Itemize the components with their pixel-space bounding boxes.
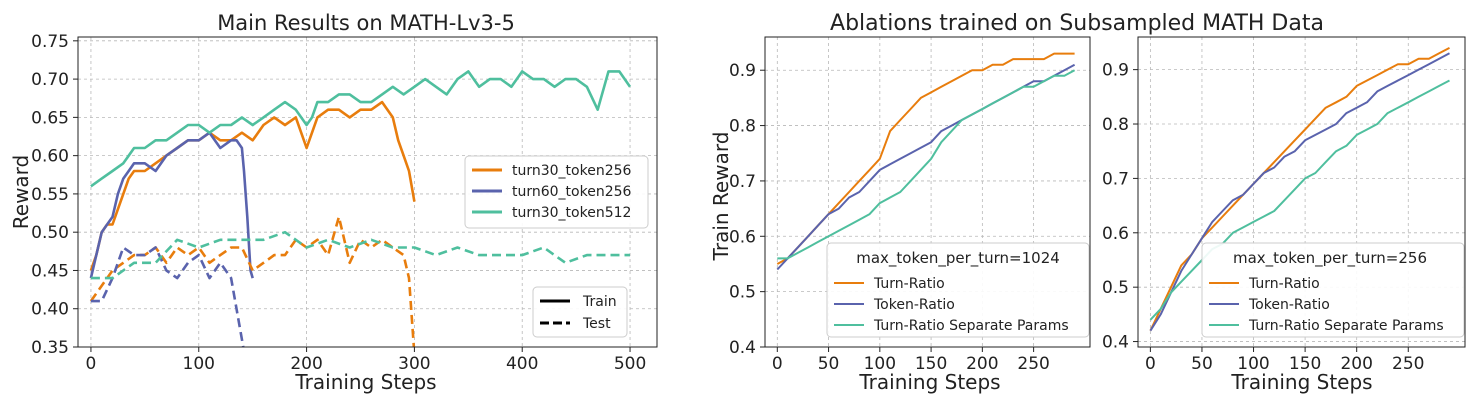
series-line-turn60_token256-test: [90, 246, 245, 347]
x-tick-label: 150: [915, 354, 947, 374]
x-tick-label: 200: [1340, 354, 1372, 374]
y-tick-label: 0.6: [1102, 224, 1129, 244]
x-tick-label: 0: [86, 354, 97, 374]
y-tick-label: 0.45: [31, 261, 69, 281]
plot-frame: [77, 36, 658, 348]
series-line-Token-Ratio: [1149, 52, 1450, 332]
legend-title: max_token_per_turn=256: [1233, 249, 1427, 268]
series-line-Turn-Ratio Separate Params: [1149, 79, 1450, 321]
series-group: [1149, 47, 1450, 332]
figure-title-right: Ablations trained on Subsampled MATH Dat…: [830, 11, 1324, 36]
y-tick-label: 0.7: [729, 172, 756, 192]
plot-area: 0 100 200 300 400 500 0.35 0.40 0.45 0.50 0.55 0.60…: [31, 32, 658, 374]
series-legend: max_token_per_turn=1024 Turn-Ratio Token…: [826, 242, 1090, 338]
plot-frame: [764, 36, 1091, 348]
legend-label-train: Train: [582, 294, 617, 310]
y-tick-label: 0.5: [729, 283, 756, 303]
x-tick-label: 50: [818, 354, 840, 374]
y-tick-label: 0.8: [729, 117, 756, 137]
series-line-Turn-Ratio: [776, 52, 1075, 265]
y-tick-label: 0.8: [1102, 115, 1129, 135]
series-line-turn30_token512-test: [90, 230, 630, 280]
legend-label: turn30_token512: [512, 205, 631, 221]
y-tick-label: 0.60: [31, 147, 69, 167]
x-axis-label: Training Steps: [1230, 370, 1372, 394]
legend-label: turn60_token256: [512, 184, 632, 200]
x-tick-label: 400: [506, 354, 538, 374]
x-tick-label: 50: [1191, 354, 1213, 374]
legend-label: Turn-Ratio Separate Params: [873, 318, 1069, 334]
legend-box: [1201, 242, 1465, 338]
legend-label: turn30_token256: [512, 163, 632, 179]
legend-label: Turn-Ratio: [873, 276, 945, 292]
y-tick-label: 0.5: [1102, 278, 1129, 298]
legend-label-test: Test: [582, 316, 611, 332]
y-tick-label: 0.9: [1102, 61, 1129, 81]
ablation-256-panel: 0 50 100 150 200 250 0.4 0.5 0.6 0.7 0.8 0.9 Traini…: [1102, 36, 1466, 394]
plot-frame: [1137, 36, 1466, 348]
x-tick-label: 0: [1145, 354, 1156, 374]
x-tick-label: 0: [772, 354, 783, 374]
y-tick-label: 0.75: [31, 32, 69, 52]
x-tick-label: 250: [1392, 354, 1424, 374]
y-tick-label: 0.65: [31, 108, 69, 128]
main-results-panel: 0 100 200 300 400 500 0.35 0.40 0.45 0.50 0.55 0.60…: [9, 11, 658, 394]
legend-label: Turn-Ratio Separate Params: [1248, 318, 1444, 334]
y-tick-label: 0.40: [31, 300, 69, 320]
series-legend: turn30_token256 turn60_token256 turn30_t…: [464, 155, 649, 229]
y-tick-label: 0.50: [31, 223, 69, 243]
series-legend: max_token_per_turn=256 Turn-Ratio Token-…: [1201, 242, 1465, 338]
series-line-turn30_token256-test: [89, 215, 416, 347]
series-group: [89, 70, 632, 347]
series-line-turn60_token256: [89, 131, 254, 279]
legend-label: Turn-Ratio: [1248, 276, 1320, 292]
x-tick-label: 100: [183, 354, 215, 374]
series-group: [776, 52, 1076, 271]
series-line-Turn-Ratio Separate Params: [777, 69, 1076, 260]
y-tick-label: 0.4: [729, 338, 756, 358]
ablation-1024-panel: 0 50 100 150 200 250 0.4 0.5 0.6 0.7 0.8 0.9 Train …: [709, 36, 1091, 394]
x-tick-label: 150: [1289, 354, 1321, 374]
y-tick-label: 0.55: [31, 185, 69, 205]
y-axis-label: Reward: [9, 155, 33, 229]
legend-box: [826, 242, 1090, 338]
chart-title: Main Results on MATH-Lv3-5: [217, 11, 515, 35]
x-tick-label: 200: [290, 354, 322, 374]
legend-title: max_token_per_turn=1024: [856, 249, 1060, 268]
series-line-turn30_token256: [89, 100, 416, 271]
x-tick-label: 500: [614, 354, 646, 374]
y-axis-label: Train Reward: [709, 132, 733, 262]
legend-label: Token-Ratio: [873, 297, 955, 313]
y-tick-label: 0.35: [31, 338, 69, 358]
x-tick-label: 250: [1017, 354, 1049, 374]
x-tick-label: 300: [398, 354, 430, 374]
series-line-turn30_token512: [90, 70, 632, 188]
x-axis-label: Training Steps: [858, 370, 1000, 394]
y-tick-label: 0.70: [31, 70, 69, 90]
y-tick-label: 0.7: [1102, 169, 1129, 189]
y-tick-label: 0.4: [1102, 333, 1129, 353]
y-tick-label: 0.6: [729, 227, 756, 247]
y-tick-label: 0.9: [729, 61, 756, 81]
x-axis-label: Training Steps: [294, 370, 436, 394]
style-legend: Train Test: [532, 286, 628, 338]
x-tick-label: 100: [864, 354, 896, 374]
legend-label: Token-Ratio: [1248, 297, 1330, 313]
x-tick-label: 200: [966, 354, 998, 374]
x-tick-label: 100: [1237, 354, 1269, 374]
legend-box: [464, 155, 649, 229]
